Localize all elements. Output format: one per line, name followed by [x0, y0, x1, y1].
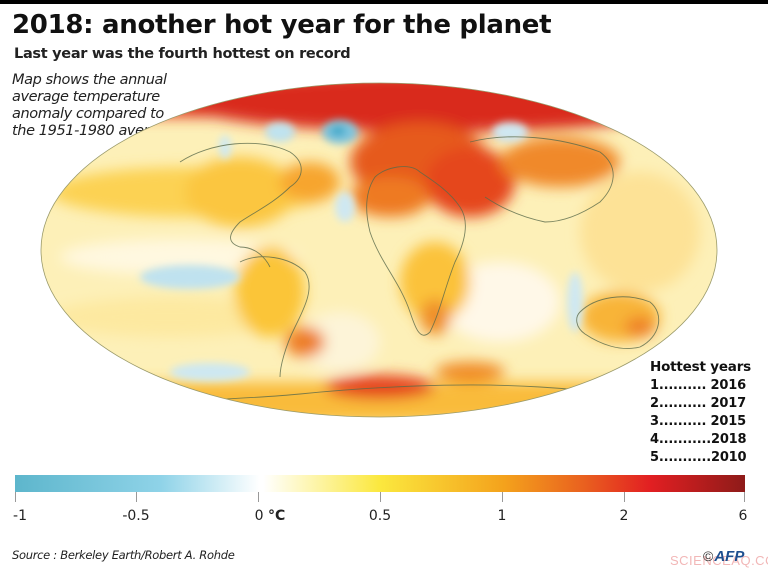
legend-item: 4...........2018 — [650, 432, 747, 447]
colorbar-tick — [258, 492, 259, 502]
page-subtitle: Last year was the fourth hottest on reco… — [14, 46, 351, 62]
afp-logo-text: AFP — [714, 548, 745, 565]
colorbar-unit: °C — [268, 508, 286, 524]
colorbar-tick — [15, 492, 16, 502]
colorbar-tick — [136, 492, 137, 502]
page-title: 2018: another hot year for the planet — [12, 10, 552, 40]
colorbar-label: 2 — [619, 508, 629, 524]
colorbar-label: -1 — [13, 508, 27, 524]
watermark: SCIENCEAQ.COM — [670, 553, 768, 568]
legend-item: 5...........2010 — [650, 450, 747, 465]
legend-item: 1.......... 2016 — [650, 378, 746, 393]
colorbar-label: -0.5 — [122, 508, 150, 524]
colorbar-label-zero: 0 °C — [255, 508, 286, 524]
hottest-years-legend: Hottest years 1.......... 2016 2........… — [650, 358, 751, 467]
colorbar-label: 0.5 — [368, 508, 392, 524]
colorbar-label: 6 — [738, 508, 748, 524]
colorbar-zero-value: 0 — [254, 508, 264, 524]
colorbar-label: 1 — [497, 508, 507, 524]
colorbar-tick — [380, 492, 381, 502]
top-bar — [0, 0, 768, 4]
legend-heading: Hottest years — [650, 359, 751, 375]
afp-logo: ©AFP — [703, 548, 744, 565]
copyright-icon: © — [703, 548, 714, 564]
colorbar-tick — [502, 492, 503, 502]
colorbar-tick — [744, 492, 745, 502]
source-credit: Source : Berkeley Earth/Robert A. Rohde — [12, 548, 235, 562]
legend-item: 2.......... 2017 — [650, 396, 746, 411]
colorbar-tick — [624, 492, 625, 502]
temperature-colorbar — [15, 475, 745, 492]
legend-item: 3.......... 2015 — [650, 414, 746, 429]
temperature-anomaly-map — [40, 82, 718, 418]
